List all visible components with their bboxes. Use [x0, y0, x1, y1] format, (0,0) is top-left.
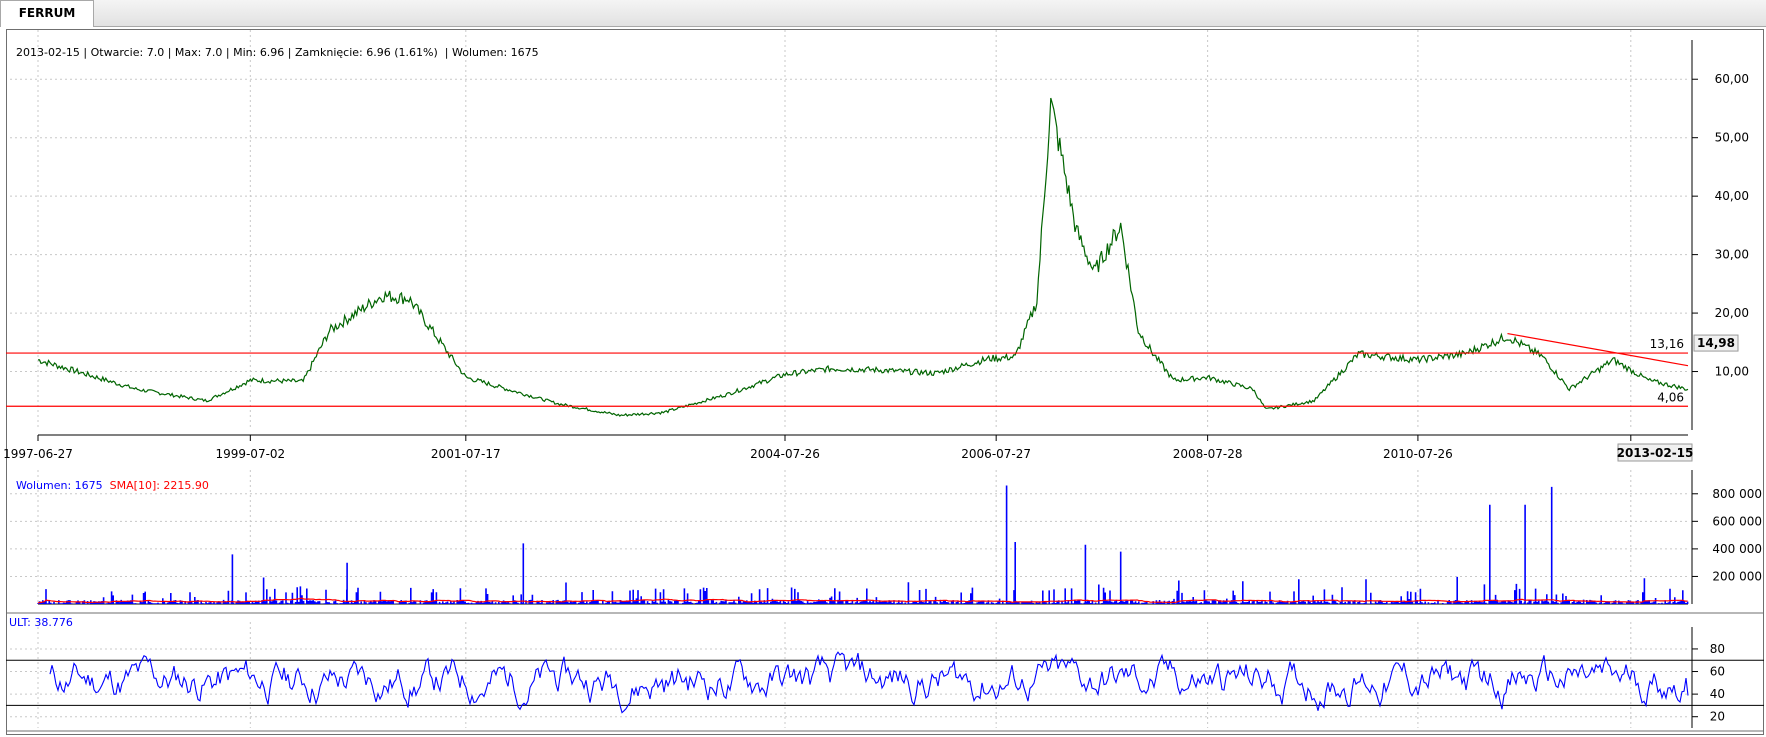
ult-header: ULT: 38.776 [9, 616, 73, 629]
axis-labels: 1997-06-27 1999-07-02 2001-07-17 2004-07-26… [3, 72, 1762, 723]
x-tick-label: 1999-07-02 [215, 447, 285, 461]
ult-plot [6, 651, 1764, 714]
info-volume: 1675 [510, 46, 539, 59]
info-close: 6.96 (1.61%) [366, 46, 438, 59]
info-date: 2013-02-15 [16, 46, 80, 59]
y-tick-label: 40 [1710, 687, 1725, 701]
y-tick-label: 10,00 [1715, 365, 1749, 379]
y-tick-label: 60 [1710, 665, 1725, 679]
y-tick-label: 800 000 [1712, 487, 1762, 501]
trendline [1507, 332, 1689, 367]
support-label: 4,06 [1657, 390, 1684, 404]
tab-bar: FERRUM [0, 0, 1766, 27]
support-label: 13,16 [1650, 337, 1684, 351]
y-tick-label: 80 [1710, 642, 1725, 656]
tab-ferrum[interactable]: FERRUM [0, 0, 94, 27]
y-tick-label: 40,00 [1715, 189, 1749, 203]
info-close-label: Zamknięcie: [295, 46, 363, 59]
current-price-label: 14,98 [1697, 336, 1735, 350]
sma-line [37, 597, 1688, 604]
volume-header: Wolumen: 1675 SMA[10]: 2215.90 [9, 466, 209, 492]
info-open-label: Otwarcie: [90, 46, 144, 59]
y-tick-label: 50,00 [1715, 131, 1749, 145]
info-max-label: Max: [174, 46, 202, 59]
y-tick-label: 20,00 [1715, 306, 1749, 320]
info-min: 6.96 [259, 46, 285, 59]
x-tick-label: 2010-07-26 [1383, 447, 1453, 461]
x-tick-label: 2004-07-26 [750, 447, 820, 461]
volume-label: Wolumen: 1675 [16, 479, 103, 492]
y-tick-label: 600 000 [1712, 514, 1762, 528]
y-tick-label: 60,00 [1715, 72, 1749, 86]
price-info-header: 2013-02-15 | Otwarcie: 7.0 | Max: 7.0 | … [16, 46, 539, 59]
info-min-label: Min: [233, 46, 257, 59]
x-tick-label: 2001-07-17 [431, 447, 501, 461]
price-plot: 13,16 4,06 [6, 97, 1689, 417]
grid-lines [10, 30, 1688, 728]
current-date-box [1617, 443, 1693, 462]
ult-line [49, 651, 1689, 714]
price-line [38, 97, 1689, 417]
y-tick-label: 20 [1710, 710, 1725, 724]
x-tick-label: 2008-07-28 [1173, 447, 1243, 461]
volume-bars [37, 485, 1689, 604]
x-tick-label: 1997-06-27 [3, 447, 73, 461]
info-max: 7.0 [204, 46, 223, 59]
x-tick-label: 2006-07-27 [961, 447, 1031, 461]
current-price-box [1693, 334, 1739, 352]
sma-label: SMA[10]: 2215.90 [109, 479, 209, 492]
axes [6, 40, 1764, 732]
y-tick-label: 30,00 [1715, 248, 1749, 262]
current-date-label: 2013-02-15 [1617, 446, 1694, 460]
volume-plot [37, 485, 1689, 604]
y-tick-label: 200 000 [1712, 569, 1762, 583]
y-tick-label: 400 000 [1712, 542, 1762, 556]
chart-area[interactable] [6, 29, 1764, 735]
info-volume-label: Wolumen: [452, 46, 508, 59]
info-open: 7.0 [146, 46, 165, 59]
